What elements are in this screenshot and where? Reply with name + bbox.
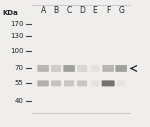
FancyBboxPatch shape [51, 80, 61, 86]
Text: C: C [66, 6, 72, 15]
FancyBboxPatch shape [64, 80, 74, 86]
FancyBboxPatch shape [63, 65, 75, 72]
FancyBboxPatch shape [102, 65, 114, 72]
Text: 55: 55 [15, 80, 24, 86]
FancyBboxPatch shape [115, 65, 127, 72]
Text: E: E [93, 6, 98, 15]
Text: A: A [40, 6, 46, 15]
Text: 40: 40 [15, 98, 24, 104]
Text: 100: 100 [10, 48, 24, 54]
Text: KDa: KDa [3, 10, 18, 16]
FancyBboxPatch shape [91, 80, 99, 86]
FancyBboxPatch shape [102, 80, 115, 86]
Text: 70: 70 [15, 66, 24, 72]
Text: G: G [118, 6, 124, 15]
FancyBboxPatch shape [91, 65, 99, 72]
FancyBboxPatch shape [117, 80, 126, 86]
FancyBboxPatch shape [37, 80, 49, 86]
FancyBboxPatch shape [77, 80, 87, 86]
FancyBboxPatch shape [37, 65, 49, 72]
Text: 130: 130 [10, 33, 24, 39]
Text: B: B [54, 6, 59, 15]
Text: F: F [106, 6, 110, 15]
FancyBboxPatch shape [77, 65, 87, 72]
Text: D: D [79, 6, 85, 15]
FancyBboxPatch shape [51, 65, 61, 72]
Text: 170: 170 [10, 21, 24, 27]
